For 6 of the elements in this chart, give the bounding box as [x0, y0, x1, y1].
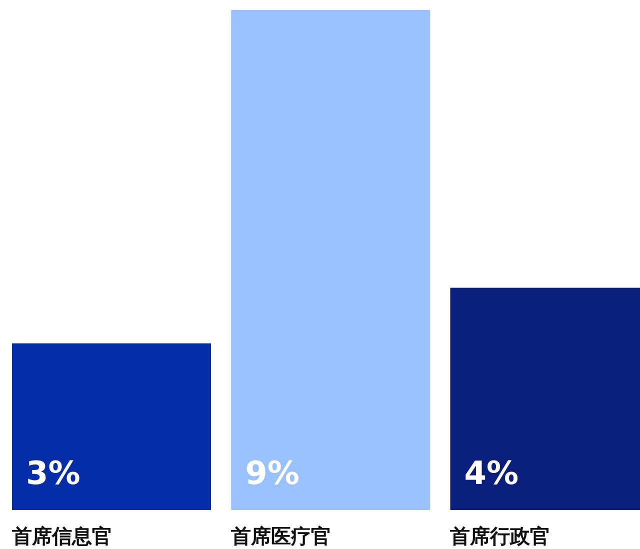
- x-tick-label: 首席医疗官: [230, 524, 332, 548]
- data-label: 9%: [245, 454, 300, 492]
- x-tick-label: 首席信息官: [11, 524, 112, 548]
- data-label: 3%: [26, 454, 80, 492]
- data-label: 4%: [464, 454, 519, 492]
- x-tick-label: 首席行政官: [449, 524, 550, 548]
